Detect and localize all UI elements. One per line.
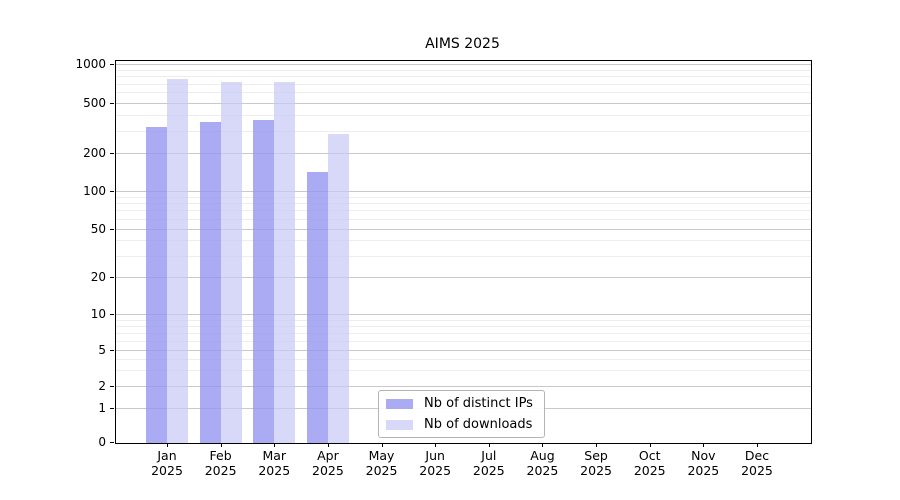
gridline-minor [116,196,811,198]
y-tick-label: 2 [98,378,106,393]
x-tick-label: Feb 2025 [204,448,237,478]
x-tick-mark [649,443,651,447]
x-tick-label: Aug 2025 [526,448,559,478]
gridline-minor [116,210,811,212]
gridline-minor [116,358,811,360]
y-tick-label: 100 [83,184,106,199]
x-tick-mark [220,443,222,447]
x-tick-mark [488,443,490,447]
y-tick-mark [110,277,114,278]
gridline-minor [116,69,811,71]
x-tick-mark [596,443,598,447]
legend: Nb of distinct IPs Nb of downloads [378,390,545,438]
plot-area [115,60,812,444]
x-tick-mark [703,443,705,447]
gridline-minor [116,255,811,257]
x-tick-mark [381,443,383,447]
gridline-minor [116,83,811,85]
gridline-major [116,64,811,66]
y-tick-label: 500 [83,95,106,110]
gridline-minor [116,92,811,94]
x-tick-mark [327,443,329,447]
gridline-minor [116,325,811,327]
gridline-major [116,102,811,104]
x-tick-label: Nov 2025 [687,448,720,478]
x-tick-mark [435,443,437,447]
gridline-minor [116,203,811,205]
bar-distinct-ips [253,120,275,443]
y-tick-mark [110,408,114,409]
legend-label-distinct-ips: Nb of distinct IPs [424,396,533,411]
legend-item-distinct-ips: Nb of distinct IPs [386,395,536,412]
legend-swatch-distinct-ips [386,398,413,409]
bar-distinct-ips [199,121,221,443]
bar-downloads [220,81,242,443]
gridline-minor [116,340,811,342]
bar-downloads [167,78,188,443]
gridline-major [116,314,811,316]
x-tick-mark [167,443,168,447]
gridline-major [116,386,811,387]
bar-distinct-ips [306,171,328,443]
gridline-minor [116,240,811,242]
x-tick-label: Oct 2025 [633,448,666,478]
y-tick-mark [110,191,114,193]
bar-distinct-ips [146,127,167,443]
x-tick-label: Jul 2025 [472,448,505,478]
legend-swatch-downloads [386,419,413,430]
gridline-minor [116,76,811,78]
y-tick-mark [110,102,114,104]
y-tick-label: 0 [98,435,106,449]
x-tick-label: Apr 2025 [312,448,344,478]
gridline-minor [116,332,811,334]
gridline-minor [116,218,811,220]
x-tick-mark [542,443,544,447]
legend-item-downloads: Nb of downloads [386,416,536,433]
y-tick-mark [110,64,114,65]
y-tick-label: 1000 [75,57,106,71]
y-tick-mark [110,350,114,351]
y-tick-label: 200 [83,146,106,161]
x-tick-mark [756,443,758,447]
bar-downloads [274,81,296,443]
y-tick-label: 10 [90,307,106,322]
chart-title: AIMS 2025 [425,36,500,52]
x-tick-label: Sep 2025 [580,448,612,478]
gridline-major [116,153,811,155]
y-tick-mark [110,442,114,443]
y-tick-label: 50 [90,221,106,236]
gridline-major [116,228,811,230]
gridline-major [116,191,811,193]
x-tick-label: Dec 2025 [741,448,773,478]
y-tick-mark [110,228,114,230]
bar-downloads [327,133,349,443]
y-tick-label: 5 [98,343,106,357]
x-tick-label: Jan 2025 [151,448,183,478]
x-tick-label: May 2025 [365,448,398,478]
y-tick-mark [110,385,114,387]
gridline-major [116,277,811,279]
legend-label-downloads: Nb of downloads [424,417,533,432]
y-tick-label: 20 [90,270,106,284]
gridline-minor [116,370,811,372]
y-tick-mark [110,314,114,316]
gridline-major [116,350,811,352]
x-tick-label: Jun 2025 [419,448,452,478]
y-tick-label: 1 [98,401,106,415]
gridline-minor [116,319,811,321]
x-tick-label: Mar 2025 [258,448,291,478]
gridline-minor [116,130,811,132]
y-tick-mark [110,153,114,155]
gridline-minor [116,114,811,116]
x-tick-mark [274,443,276,447]
